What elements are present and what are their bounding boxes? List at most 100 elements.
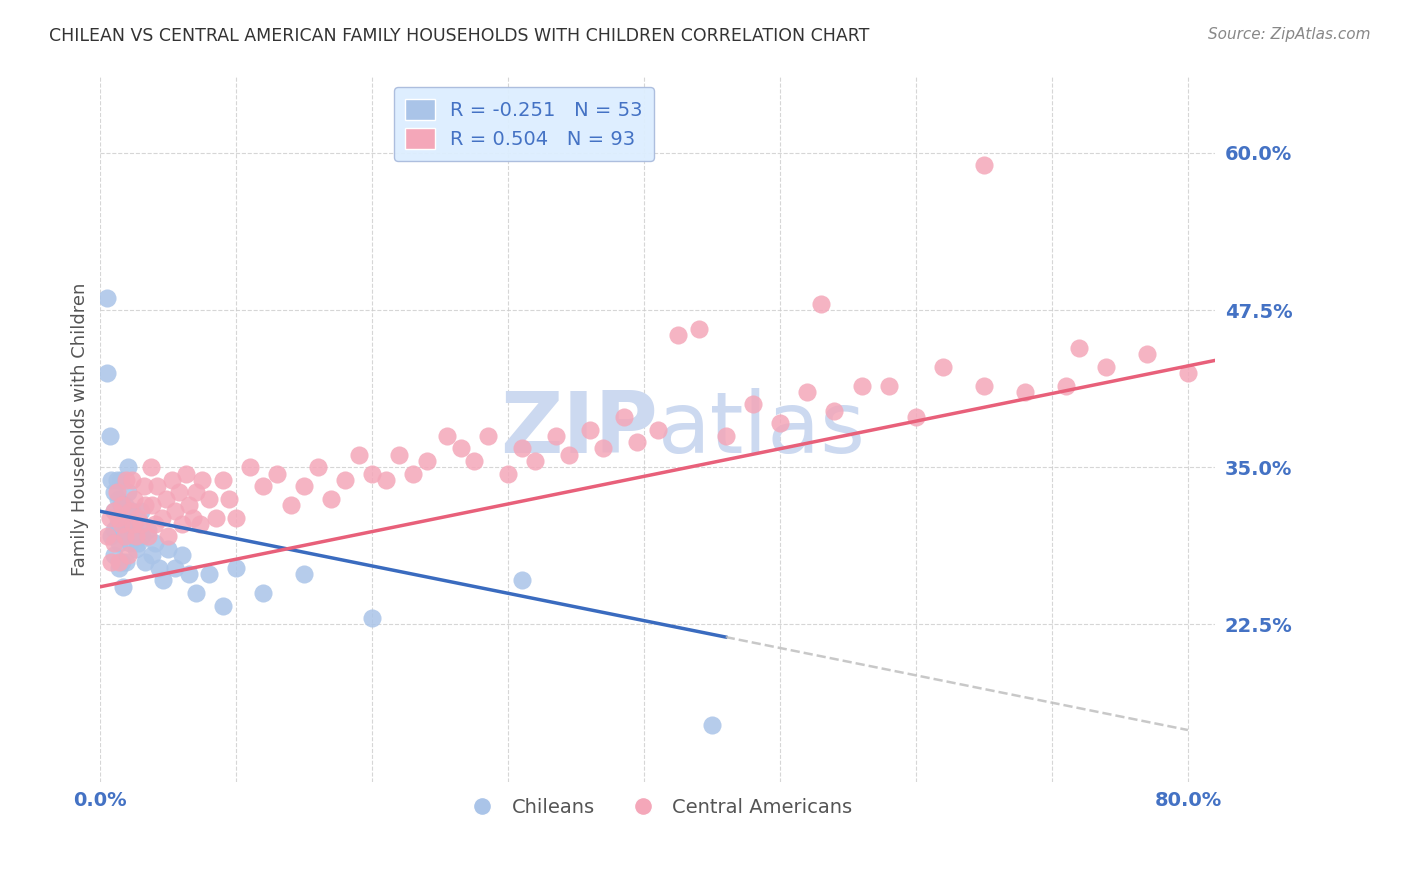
Point bbox=[105, 473, 128, 487]
Point bbox=[152, 574, 174, 588]
Point bbox=[129, 504, 152, 518]
Point bbox=[117, 549, 139, 563]
Point bbox=[107, 510, 129, 524]
Point bbox=[191, 473, 214, 487]
Point bbox=[107, 516, 129, 531]
Point bbox=[103, 549, 125, 563]
Point bbox=[98, 510, 121, 524]
Point bbox=[115, 555, 138, 569]
Point bbox=[578, 423, 600, 437]
Point bbox=[129, 516, 152, 531]
Point bbox=[122, 516, 145, 531]
Point bbox=[558, 448, 581, 462]
Point bbox=[361, 611, 384, 625]
Point bbox=[239, 460, 262, 475]
Point bbox=[108, 555, 131, 569]
Point bbox=[100, 555, 122, 569]
Point bbox=[120, 535, 142, 549]
Point bbox=[124, 491, 146, 506]
Point bbox=[184, 586, 207, 600]
Point bbox=[1177, 366, 1199, 380]
Point bbox=[103, 523, 125, 537]
Point bbox=[450, 442, 472, 456]
Point bbox=[544, 429, 567, 443]
Point bbox=[114, 498, 136, 512]
Point bbox=[211, 473, 233, 487]
Point bbox=[117, 485, 139, 500]
Point bbox=[141, 498, 163, 512]
Point bbox=[1069, 341, 1091, 355]
Point bbox=[157, 529, 180, 543]
Point bbox=[225, 561, 247, 575]
Point bbox=[96, 366, 118, 380]
Point bbox=[100, 473, 122, 487]
Point bbox=[165, 561, 187, 575]
Point bbox=[905, 409, 928, 424]
Point bbox=[877, 378, 900, 392]
Point bbox=[112, 580, 135, 594]
Point bbox=[170, 549, 193, 563]
Point bbox=[198, 491, 221, 506]
Point bbox=[143, 516, 166, 531]
Point bbox=[307, 460, 329, 475]
Point bbox=[148, 561, 170, 575]
Point bbox=[741, 397, 763, 411]
Point bbox=[96, 291, 118, 305]
Point bbox=[205, 510, 228, 524]
Point bbox=[181, 510, 204, 524]
Point bbox=[136, 529, 159, 543]
Point bbox=[170, 516, 193, 531]
Point bbox=[121, 473, 143, 487]
Point bbox=[266, 467, 288, 481]
Point bbox=[823, 403, 845, 417]
Point bbox=[103, 485, 125, 500]
Point bbox=[132, 479, 155, 493]
Point bbox=[139, 460, 162, 475]
Point bbox=[700, 718, 723, 732]
Point bbox=[198, 567, 221, 582]
Point bbox=[436, 429, 458, 443]
Point bbox=[162, 473, 184, 487]
Point bbox=[103, 535, 125, 549]
Point bbox=[105, 485, 128, 500]
Point bbox=[127, 510, 149, 524]
Point bbox=[252, 479, 274, 493]
Legend: Chileans, Central Americans: Chileans, Central Americans bbox=[456, 790, 860, 825]
Text: CHILEAN VS CENTRAL AMERICAN FAMILY HOUSEHOLDS WITH CHILDREN CORRELATION CHART: CHILEAN VS CENTRAL AMERICAN FAMILY HOUSE… bbox=[49, 27, 869, 45]
Point bbox=[810, 297, 832, 311]
Text: ZIP: ZIP bbox=[501, 388, 658, 471]
Point bbox=[108, 535, 131, 549]
Point bbox=[688, 322, 710, 336]
Point bbox=[402, 467, 425, 481]
Point bbox=[524, 454, 547, 468]
Point bbox=[1095, 359, 1118, 374]
Point bbox=[118, 510, 141, 524]
Point bbox=[851, 378, 873, 392]
Point bbox=[150, 510, 173, 524]
Point bbox=[124, 516, 146, 531]
Point bbox=[218, 491, 240, 506]
Point bbox=[177, 498, 200, 512]
Point bbox=[510, 574, 533, 588]
Point bbox=[115, 473, 138, 487]
Point bbox=[165, 504, 187, 518]
Point bbox=[1054, 378, 1077, 392]
Point bbox=[333, 473, 356, 487]
Point bbox=[111, 555, 134, 569]
Point bbox=[146, 479, 169, 493]
Point bbox=[592, 442, 614, 456]
Point bbox=[155, 491, 177, 506]
Point bbox=[626, 435, 648, 450]
Point bbox=[415, 454, 437, 468]
Point bbox=[463, 454, 485, 468]
Point bbox=[110, 473, 132, 487]
Point bbox=[477, 429, 499, 443]
Point bbox=[122, 529, 145, 543]
Point bbox=[292, 567, 315, 582]
Point bbox=[103, 504, 125, 518]
Point bbox=[96, 529, 118, 543]
Point bbox=[117, 460, 139, 475]
Point bbox=[98, 429, 121, 443]
Point bbox=[321, 491, 343, 506]
Point bbox=[167, 485, 190, 500]
